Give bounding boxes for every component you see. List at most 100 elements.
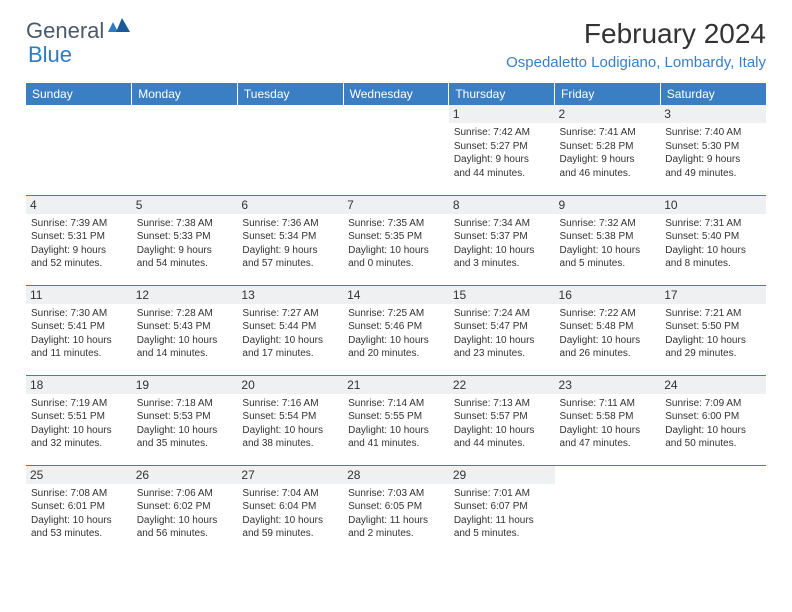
day-details: Sunrise: 7:08 AMSunset: 6:01 PMDaylight:…: [31, 487, 127, 541]
day-details: Sunrise: 7:18 AMSunset: 5:53 PMDaylight:…: [137, 397, 233, 451]
daylight-text-1: Daylight: 10 hours: [348, 334, 444, 348]
calendar-day-cell: 25 Sunrise: 7:08 AMSunset: 6:01 PMDayligh…: [26, 465, 132, 555]
daylight-text-1: Daylight: 10 hours: [242, 334, 338, 348]
day-number: 6: [237, 196, 343, 214]
calendar-day-cell: 28Sunrise: 7:03 AMSunset: 6:05 PMDayligh…: [343, 465, 449, 555]
daylight-text-2: and 56 minutes.: [137, 527, 233, 541]
daylight-text-1: Daylight: 9 hours: [242, 244, 338, 258]
daylight-text-2: and 14 minutes.: [137, 347, 233, 361]
day-details: Sunrise: 7:36 AMSunset: 5:34 PMDaylight:…: [242, 217, 338, 271]
sunrise-text: Sunrise: 7:35 AM: [348, 217, 444, 231]
daylight-text-2: and 20 minutes.: [348, 347, 444, 361]
brand-name-2: Blue: [28, 42, 72, 67]
sunrise-text: Sunrise: 7:32 AM: [560, 217, 656, 231]
daylight-text-1: Daylight: 11 hours: [454, 514, 550, 528]
daylight-text-2: and 2 minutes.: [348, 527, 444, 541]
day-number: 23: [555, 376, 661, 394]
calendar-day-cell: 4Sunrise: 7:39 AMSunset: 5:31 PMDaylight…: [26, 195, 132, 285]
day-details: Sunrise: 7:39 AMSunset: 5:31 PMDaylight:…: [31, 217, 127, 271]
day-number: 12: [132, 286, 238, 304]
sunrise-text: Sunrise: 7:08 AM: [31, 487, 127, 501]
calendar-day-cell: 11Sunrise: 7:30 AMSunset: 5:41 PMDayligh…: [26, 285, 132, 375]
sunrise-text: Sunrise: 7:13 AM: [454, 397, 550, 411]
daylight-text-1: Daylight: 10 hours: [242, 424, 338, 438]
day-details: Sunrise: 7:16 AMSunset: 5:54 PMDaylight:…: [242, 397, 338, 451]
daylight-text-2: and 11 minutes.: [31, 347, 127, 361]
calendar-day-cell: 22Sunrise: 7:13 AMSunset: 5:57 PMDayligh…: [449, 375, 555, 465]
calendar-day-cell: 13Sunrise: 7:27 AMSunset: 5:44 PMDayligh…: [237, 285, 343, 375]
calendar-day-cell: 24Sunrise: 7:09 AMSunset: 6:00 PMDayligh…: [660, 375, 766, 465]
sunset-text: Sunset: 5:41 PM: [31, 320, 127, 334]
daylight-text-1: Daylight: 10 hours: [348, 244, 444, 258]
daylight-text-2: and 17 minutes.: [242, 347, 338, 361]
day-number: 20: [237, 376, 343, 394]
sunrise-text: Sunrise: 7:22 AM: [560, 307, 656, 321]
month-title: February 2024: [506, 18, 766, 50]
sunrise-text: Sunrise: 7:30 AM: [31, 307, 127, 321]
sunrise-text: Sunrise: 7:21 AM: [665, 307, 761, 321]
day-details: Sunrise: 7:06 AMSunset: 6:02 PMDaylight:…: [137, 487, 233, 541]
sunrise-text: Sunrise: 7:18 AM: [137, 397, 233, 411]
calendar-body: 1Sunrise: 7:42 AMSunset: 5:27 PMDaylight…: [26, 105, 766, 555]
day-header: Wednesday: [343, 83, 449, 105]
calendar-empty-cell: [132, 105, 238, 195]
daylight-text-2: and 5 minutes.: [560, 257, 656, 271]
calendar-day-cell: 23Sunrise: 7:11 AMSunset: 5:58 PMDayligh…: [555, 375, 661, 465]
daylight-text-1: Daylight: 9 hours: [665, 153, 761, 167]
sunrise-text: Sunrise: 7:39 AM: [31, 217, 127, 231]
calendar-day-cell: 27Sunrise: 7:04 AMSunset: 6:04 PMDayligh…: [237, 465, 343, 555]
brand-logo: General: [26, 18, 132, 44]
sunrise-text: Sunrise: 7:34 AM: [454, 217, 550, 231]
daylight-text-2: and 52 minutes.: [31, 257, 127, 271]
day-number: 10: [660, 196, 766, 214]
day-number: 19: [132, 376, 238, 394]
location-subtitle: Ospedaletto Lodigiano, Lombardy, Italy: [506, 54, 766, 71]
sunrise-text: Sunrise: 7:19 AM: [31, 397, 127, 411]
sunrise-text: Sunrise: 7:38 AM: [137, 217, 233, 231]
calendar-week-row: 18Sunrise: 7:19 AMSunset: 5:51 PMDayligh…: [26, 375, 766, 465]
day-details: Sunrise: 7:01 AMSunset: 6:07 PMDaylight:…: [454, 487, 550, 541]
daylight-text-2: and 26 minutes.: [560, 347, 656, 361]
sunset-text: Sunset: 5:30 PM: [665, 140, 761, 154]
calendar-empty-cell: [343, 105, 449, 195]
day-header: Sunday: [26, 83, 132, 105]
sunset-text: Sunset: 5:51 PM: [31, 410, 127, 424]
brand-name-2-wrap: Blue: [28, 42, 72, 68]
day-details: Sunrise: 7:27 AMSunset: 5:44 PMDaylight:…: [242, 307, 338, 361]
day-details: Sunrise: 7:31 AMSunset: 5:40 PMDaylight:…: [665, 217, 761, 271]
sunrise-text: Sunrise: 7:41 AM: [560, 126, 656, 140]
daylight-text-2: and 8 minutes.: [665, 257, 761, 271]
sunrise-text: Sunrise: 7:14 AM: [348, 397, 444, 411]
day-number: 25: [26, 466, 132, 484]
sunrise-text: Sunrise: 7:28 AM: [137, 307, 233, 321]
day-details: Sunrise: 7:21 AMSunset: 5:50 PMDaylight:…: [665, 307, 761, 361]
day-number: 29: [449, 466, 555, 484]
calendar-day-cell: 1Sunrise: 7:42 AMSunset: 5:27 PMDaylight…: [449, 105, 555, 195]
day-number: 28: [343, 466, 449, 484]
daylight-text-1: Daylight: 10 hours: [454, 334, 550, 348]
day-number: 21: [343, 376, 449, 394]
sunrise-text: Sunrise: 7:01 AM: [454, 487, 550, 501]
sunset-text: Sunset: 5:50 PM: [665, 320, 761, 334]
sunset-text: Sunset: 5:53 PM: [137, 410, 233, 424]
daylight-text-1: Daylight: 10 hours: [560, 424, 656, 438]
day-number: 14: [343, 286, 449, 304]
daylight-text-2: and 35 minutes.: [137, 437, 233, 451]
day-details: Sunrise: 7:35 AMSunset: 5:35 PMDaylight:…: [348, 217, 444, 271]
day-number: 22: [449, 376, 555, 394]
day-header: Thursday: [449, 83, 555, 105]
daylight-text-2: and 47 minutes.: [560, 437, 656, 451]
sunset-text: Sunset: 5:46 PM: [348, 320, 444, 334]
calendar-day-cell: 14Sunrise: 7:25 AMSunset: 5:46 PMDayligh…: [343, 285, 449, 375]
day-details: Sunrise: 7:22 AMSunset: 5:48 PMDaylight:…: [560, 307, 656, 361]
daylight-text-2: and 29 minutes.: [665, 347, 761, 361]
daylight-text-1: Daylight: 10 hours: [665, 334, 761, 348]
calendar-day-cell: 8Sunrise: 7:34 AMSunset: 5:37 PMDaylight…: [449, 195, 555, 285]
sunrise-text: Sunrise: 7:09 AM: [665, 397, 761, 411]
day-number: 5: [132, 196, 238, 214]
calendar-empty-cell: [660, 465, 766, 555]
day-header: Tuesday: [237, 83, 343, 105]
daylight-text-1: Daylight: 10 hours: [665, 424, 761, 438]
sunset-text: Sunset: 5:28 PM: [560, 140, 656, 154]
calendar-day-cell: 26Sunrise: 7:06 AMSunset: 6:02 PMDayligh…: [132, 465, 238, 555]
